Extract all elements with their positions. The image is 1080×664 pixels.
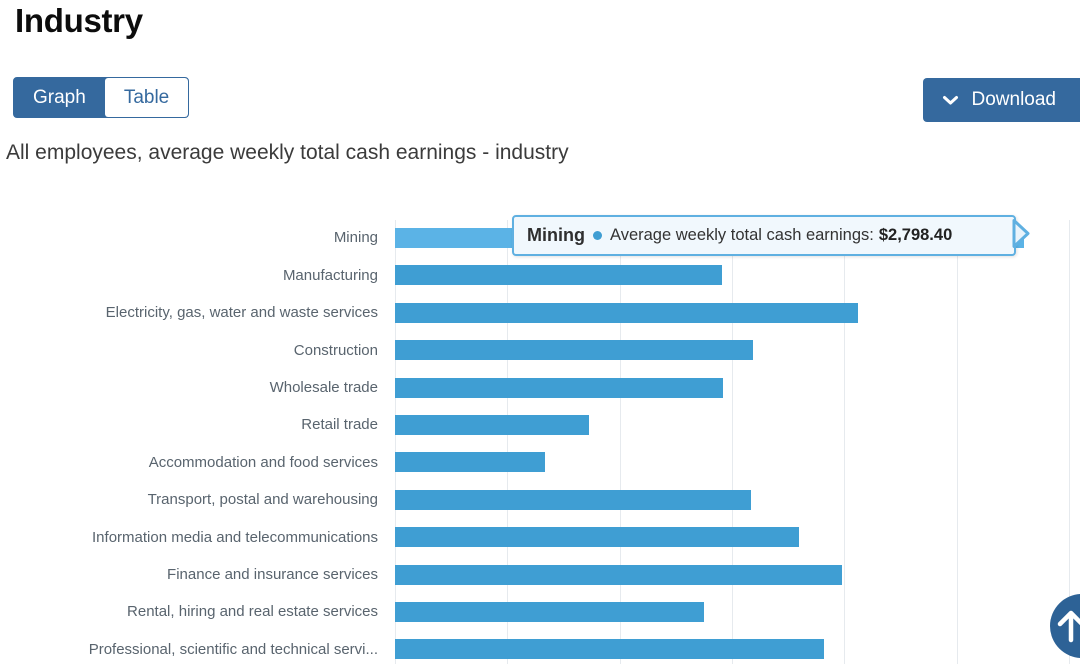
tooltip-series-label: Average weekly total cash earnings: [609,226,874,244]
chart-row: Wholesale trade [0,369,1080,406]
category-label: Wholesale trade [269,379,378,397]
tooltip-value: $2,798.40 [878,226,953,244]
series-marker-icon [592,231,602,240]
chart-row: Accommodation and food services [0,444,1080,481]
gridline [619,220,621,664]
category-label: Transport, postal and warehousing [147,491,378,509]
category-label: Information media and telecommunications [92,528,378,546]
chevron-down-icon [942,95,959,106]
chart-row: Rental, hiring and real estate services [0,593,1080,630]
page-title: Industry [15,2,143,39]
gridline [395,220,396,664]
tab-graph[interactable]: Graph [14,78,105,117]
bar-finance-and-insurance-services[interactable] [395,564,842,585]
view-toggle: Graph Table [13,77,190,118]
chart-row: Retail trade [0,406,1080,443]
tooltip-callout-arrow-icon [1012,218,1032,253]
bar-accommodation-and-food-services[interactable] [395,452,545,473]
chart-row: Information media and telecommunications [0,519,1080,556]
bar-information-media-and-telecommunications[interactable] [395,527,799,548]
bar-wholesale-trade[interactable] [395,377,724,398]
gridline [507,220,509,664]
category-label: Rental, hiring and real estate services [127,603,378,621]
tab-table[interactable]: Table [104,78,189,117]
gridline [844,220,846,664]
bar-manufacturing[interactable] [395,265,722,286]
gridline [956,220,958,664]
category-label: Construction [293,341,378,359]
category-label: Finance and insurance services [167,566,378,584]
download-button[interactable]: Download [922,78,1080,122]
bar-retail-trade[interactable] [395,414,590,435]
bar-professional-scientific-and-technical-servi[interactable] [395,639,824,660]
bar-rental-hiring-and-real-estate-services[interactable] [395,601,705,622]
category-label: Accommodation and food services [148,453,378,471]
category-label: Mining [333,229,378,247]
chart-row: Electricity, gas, water and waste servic… [0,294,1080,331]
chart-row: Construction [0,332,1080,369]
chart-title: All employees, average weekly total cash… [6,141,569,164]
category-label: Electricity, gas, water and waste servic… [105,304,378,322]
chart-row: Transport, postal and warehousing [0,481,1080,518]
gridline [731,220,733,664]
chart-row: Professional, scientific and technical s… [0,631,1080,664]
category-label: Manufacturing [282,266,378,284]
bar-construction[interactable] [395,340,754,361]
chart-row: Manufacturing [0,257,1080,294]
category-label: Professional, scientific and technical s… [88,640,378,658]
tooltip-category: Mining [527,225,585,245]
download-label: Download [971,89,1057,110]
gridline [1068,220,1070,664]
bar-electricity-gas-water-and-waste-services[interactable] [395,302,859,323]
chart-tooltip: Mining Average weekly total cash earning… [512,215,1030,256]
category-label: Retail trade [301,416,378,434]
chart-row: Finance and insurance services [0,556,1080,593]
bar-transport-postal-and-warehousing[interactable] [395,489,752,510]
